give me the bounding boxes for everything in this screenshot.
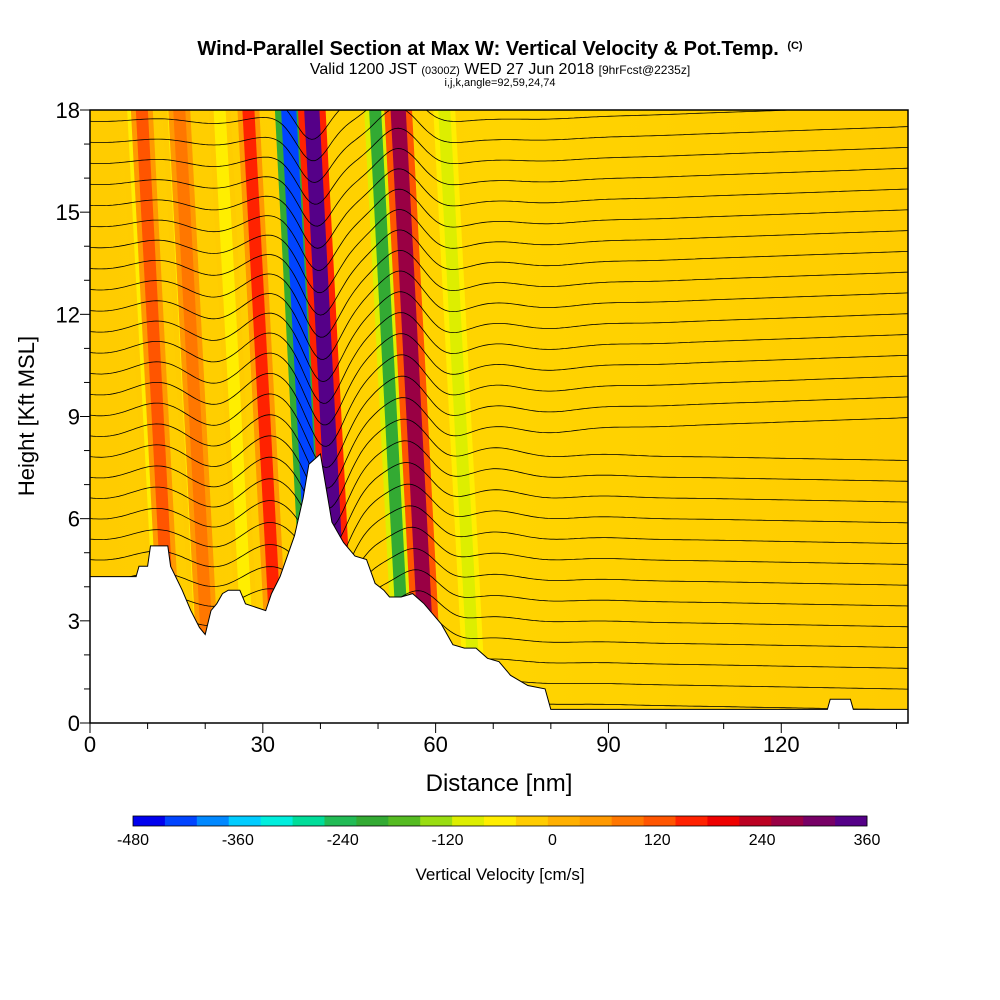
velocity-band-core	[242, 110, 287, 723]
isentrope-line	[90, 249, 908, 338]
isentrope-line	[90, 548, 908, 627]
colorbar-swatch	[739, 816, 772, 826]
colorbar-frame	[132, 815, 868, 827]
y-tick-label: 3	[68, 609, 80, 634]
x-tick-label: 120	[763, 732, 800, 757]
isentrope-line	[90, 462, 908, 550]
subtitle-forecast: [9hrFcst@2235z]	[598, 63, 691, 77]
velocity-band-core	[369, 110, 413, 723]
isentrope-line	[90, 526, 908, 608]
isentrope-line	[90, 127, 908, 205]
colorbar-swatch	[835, 816, 868, 826]
x-tick-label: 60	[423, 732, 447, 757]
x-tick-label: 0	[84, 732, 96, 757]
velocity-band-core	[173, 110, 217, 723]
terrain-mask	[90, 453, 908, 723]
colorbar-swatch	[324, 816, 357, 826]
colorbar-swatch	[388, 816, 421, 826]
colorbar-swatch	[643, 816, 676, 826]
y-axis-label: Height [Kft MSL]	[14, 336, 39, 496]
isentrope-line	[90, 333, 908, 426]
isentrope-line	[90, 440, 908, 530]
y-tick-label: 0	[68, 711, 80, 736]
isentrope-line	[90, 418, 908, 509]
velocity-band-core	[438, 110, 482, 723]
colorbar-tick-label: 360	[854, 832, 881, 849]
colorbar-tick-label: -120	[432, 832, 464, 849]
colorbar-swatch	[771, 816, 804, 826]
velocity-band-core	[390, 110, 438, 723]
colorbar-tick-label: 0	[548, 832, 557, 849]
colorbar-swatch	[420, 816, 453, 826]
velocity-band-core	[213, 110, 258, 723]
colorbar-swatch	[803, 816, 836, 826]
isentrope-line	[90, 375, 908, 468]
colorbar-swatch	[707, 816, 740, 826]
isentrope-line	[90, 354, 908, 447]
isentrope-line	[90, 110, 908, 183]
isentrope-line	[90, 229, 908, 316]
isentrope-line	[90, 148, 908, 227]
colorbar-label: Vertical Velocity [cm/s]	[415, 865, 584, 884]
isentrope-line	[90, 188, 908, 271]
isentrope-line	[90, 397, 908, 489]
colorbar-swatch	[164, 816, 198, 826]
subtitle-date: WED 27 Jun 2018	[464, 61, 595, 78]
chart-title: Wind-Parallel Section at Max W: Vertical…	[197, 38, 779, 60]
y-tick-label: 12	[56, 302, 80, 327]
isentrope-line	[90, 483, 908, 569]
colorbar-swatch	[228, 816, 262, 826]
colorbar-swatch	[196, 816, 230, 826]
x-tick-label: 30	[251, 732, 275, 757]
chart-title-row: Wind-Parallel Section at Max W: Vertical…	[0, 38, 1000, 61]
colorbar-swatch	[356, 816, 389, 826]
chart-subtitle-row: Valid 1200 JST (0300Z) WED 27 Jun 2018 […	[0, 61, 1000, 79]
isentrope-line	[90, 505, 908, 589]
y-tick-label: 6	[68, 507, 80, 532]
colorbar-swatch	[579, 816, 613, 826]
isentrope-line	[90, 291, 908, 383]
colorbar-tick-label: -240	[327, 832, 359, 849]
colorbar-swatch	[675, 816, 708, 826]
colorbar-tick-label: 120	[644, 832, 671, 849]
colorbar-tick-label: 240	[749, 832, 776, 849]
chart-subtitle-indices: i,j,k,angle=92,59,24,74	[444, 77, 556, 89]
colorbar-swatch	[452, 816, 485, 826]
colorbar-swatch	[515, 816, 549, 826]
isentrope-line	[90, 270, 908, 360]
colorbar-swatch	[484, 816, 517, 826]
y-tick-label: 18	[56, 98, 80, 123]
subtitle-valid: Valid 1200 JST	[309, 61, 417, 78]
copyright-mark: (C)	[787, 40, 803, 52]
colorbar-swatch	[260, 816, 293, 826]
isentrope-line	[90, 168, 908, 249]
isentrope-line	[90, 312, 908, 404]
y-tick-label: 15	[56, 200, 80, 225]
colorbar-swatch	[611, 816, 645, 826]
colorbar-tick-label: -480	[117, 832, 149, 849]
x-tick-label: 90	[596, 732, 620, 757]
colorbar-swatch	[292, 816, 325, 826]
x-axis-label: Distance [nm]	[426, 770, 573, 797]
colorbar-swatch	[133, 816, 166, 826]
colorbar-swatch	[547, 816, 581, 826]
colorbar-tick-label: -360	[222, 832, 254, 849]
subtitle-zulu: (0300Z)	[421, 65, 460, 77]
isentrope-line	[90, 209, 908, 294]
colorbar	[132, 815, 868, 827]
y-tick-label: 9	[68, 405, 80, 430]
